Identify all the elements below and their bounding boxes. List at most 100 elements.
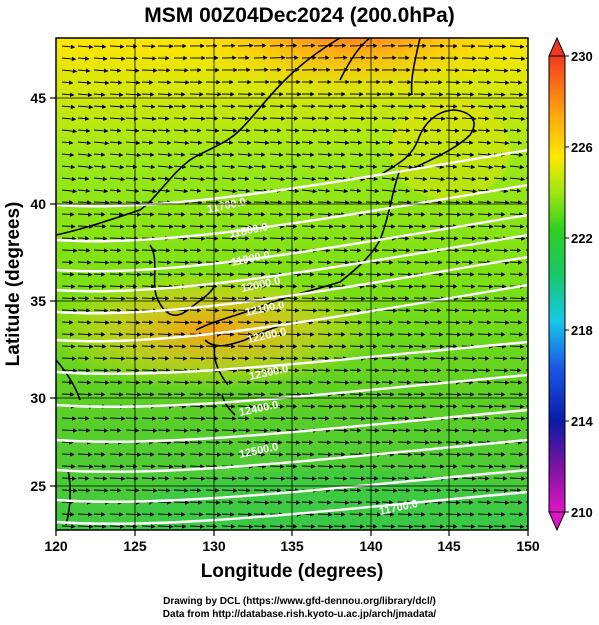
wind-vector: [205, 428, 220, 433]
wind-vector: [205, 200, 221, 205]
wind-vector: [125, 416, 139, 421]
wind-vector: [413, 476, 428, 481]
wind-vector: [93, 344, 107, 349]
wind-vector: [157, 392, 173, 397]
wind-vector: [365, 272, 382, 277]
wind-vector: [397, 128, 411, 133]
wind-vector: [413, 464, 427, 469]
wind-vector: [397, 416, 410, 421]
wind-vector: [189, 188, 202, 193]
wind-vector: [77, 92, 93, 98]
wind-vector: [365, 224, 378, 229]
wind-vector: [317, 452, 333, 457]
wind-vector: [77, 380, 92, 385]
wind-vector: [237, 368, 251, 373]
wind-vector: [317, 332, 333, 337]
wind-vector: [509, 416, 526, 421]
wind-vector: [173, 224, 187, 229]
wind-vector: [509, 188, 522, 193]
wind-vector: [141, 200, 154, 205]
wind-vector: [509, 320, 523, 325]
wind-vector: [173, 152, 186, 157]
wind-vector: [445, 140, 461, 146]
wind-vector: [365, 440, 381, 445]
wind-vector: [285, 284, 298, 289]
wind-vector: [93, 392, 106, 397]
wind-vector: [317, 128, 331, 133]
wind-vector: [93, 464, 107, 469]
wind-vector: [93, 200, 110, 205]
wind-vector: [141, 512, 155, 517]
wind-vector: [141, 368, 158, 373]
wind-vector: [413, 416, 428, 421]
wind-vector: [141, 416, 157, 421]
wind-vector: [253, 356, 268, 361]
wind-vector: [493, 272, 506, 277]
wind-vector: [141, 452, 155, 457]
wind-vector: [317, 188, 331, 194]
wind-vector: [493, 500, 510, 505]
wind-vector: [445, 152, 462, 158]
wind-vector: [509, 380, 523, 385]
wind-vector: [413, 260, 430, 265]
wind-vector: [157, 500, 172, 505]
wind-vector: [237, 43, 254, 48]
wind-vector: [189, 128, 202, 133]
wind-vector: [445, 308, 460, 313]
wind-vector: [61, 176, 77, 182]
wind-vector: [413, 284, 427, 289]
wind-vector: [173, 356, 188, 361]
wind-vector: [333, 296, 348, 301]
wind-vector: [349, 404, 365, 409]
wind-vector: [173, 272, 186, 277]
wind-vector: [285, 212, 302, 217]
wind-vector: [125, 452, 142, 457]
wind-vector: [477, 332, 493, 337]
wind-vector: [301, 332, 315, 337]
wind-vector: [157, 488, 171, 493]
wind-vector: [253, 260, 270, 265]
wind-vector: [141, 464, 156, 469]
wind-vector: [333, 452, 346, 457]
wind-vector: [429, 368, 442, 373]
wind-vector: [397, 152, 413, 158]
wind-vector: [205, 128, 220, 133]
wind-vector: [301, 452, 315, 457]
wind-vector: [301, 476, 317, 481]
wind-vector: [77, 248, 91, 253]
x-tick-label: 145: [437, 538, 461, 554]
wind-vector: [269, 380, 283, 385]
wind-vector: [285, 260, 301, 265]
wind-vector: [301, 500, 314, 505]
wind-vector: [61, 356, 77, 361]
wind-vector: [125, 380, 141, 385]
wind-vector: [397, 332, 413, 337]
wind-vector: [493, 524, 507, 529]
wind-vector: [461, 68, 478, 73]
wind-vector: [333, 140, 350, 145]
wind-vector: [365, 296, 379, 301]
wind-vector: [77, 152, 93, 158]
wind-vector: [381, 404, 396, 409]
wind-vector: [301, 356, 317, 361]
wind-vector: [205, 404, 218, 409]
wind-vector: [349, 464, 365, 469]
wind-vector: [93, 44, 107, 49]
wind-vector: [269, 236, 286, 241]
wind-vector: [285, 43, 298, 48]
wind-vector: [221, 104, 236, 109]
wind-vector: [493, 44, 507, 49]
wind-vector: [269, 476, 286, 481]
wind-vector: [221, 272, 235, 277]
wind-vector: [333, 188, 349, 194]
wind-vector: [253, 164, 267, 169]
wind-vector: [189, 296, 206, 301]
wind-vector: [205, 296, 219, 301]
wind-vector: [445, 176, 459, 182]
wind-vector: [237, 500, 252, 505]
wind-vector: [493, 404, 507, 409]
wind-vector: [157, 452, 173, 457]
wind-vector: [461, 392, 475, 397]
wind-vector: [285, 392, 302, 397]
wind-vector: [77, 476, 90, 481]
